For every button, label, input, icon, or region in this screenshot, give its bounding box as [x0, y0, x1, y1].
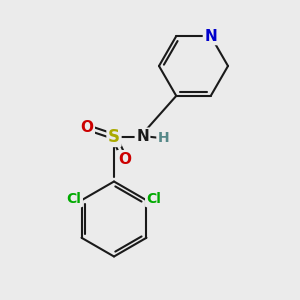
Text: N: N — [204, 28, 217, 44]
Text: Cl: Cl — [67, 192, 82, 206]
Text: H: H — [158, 131, 169, 145]
Text: S: S — [108, 128, 120, 146]
Text: Cl: Cl — [146, 192, 161, 206]
Text: Cl: Cl — [67, 192, 82, 206]
Text: N: N — [204, 28, 217, 44]
Text: O: O — [118, 152, 131, 166]
Text: O: O — [80, 120, 94, 135]
Text: N: N — [136, 129, 149, 144]
Text: Cl: Cl — [146, 192, 161, 206]
